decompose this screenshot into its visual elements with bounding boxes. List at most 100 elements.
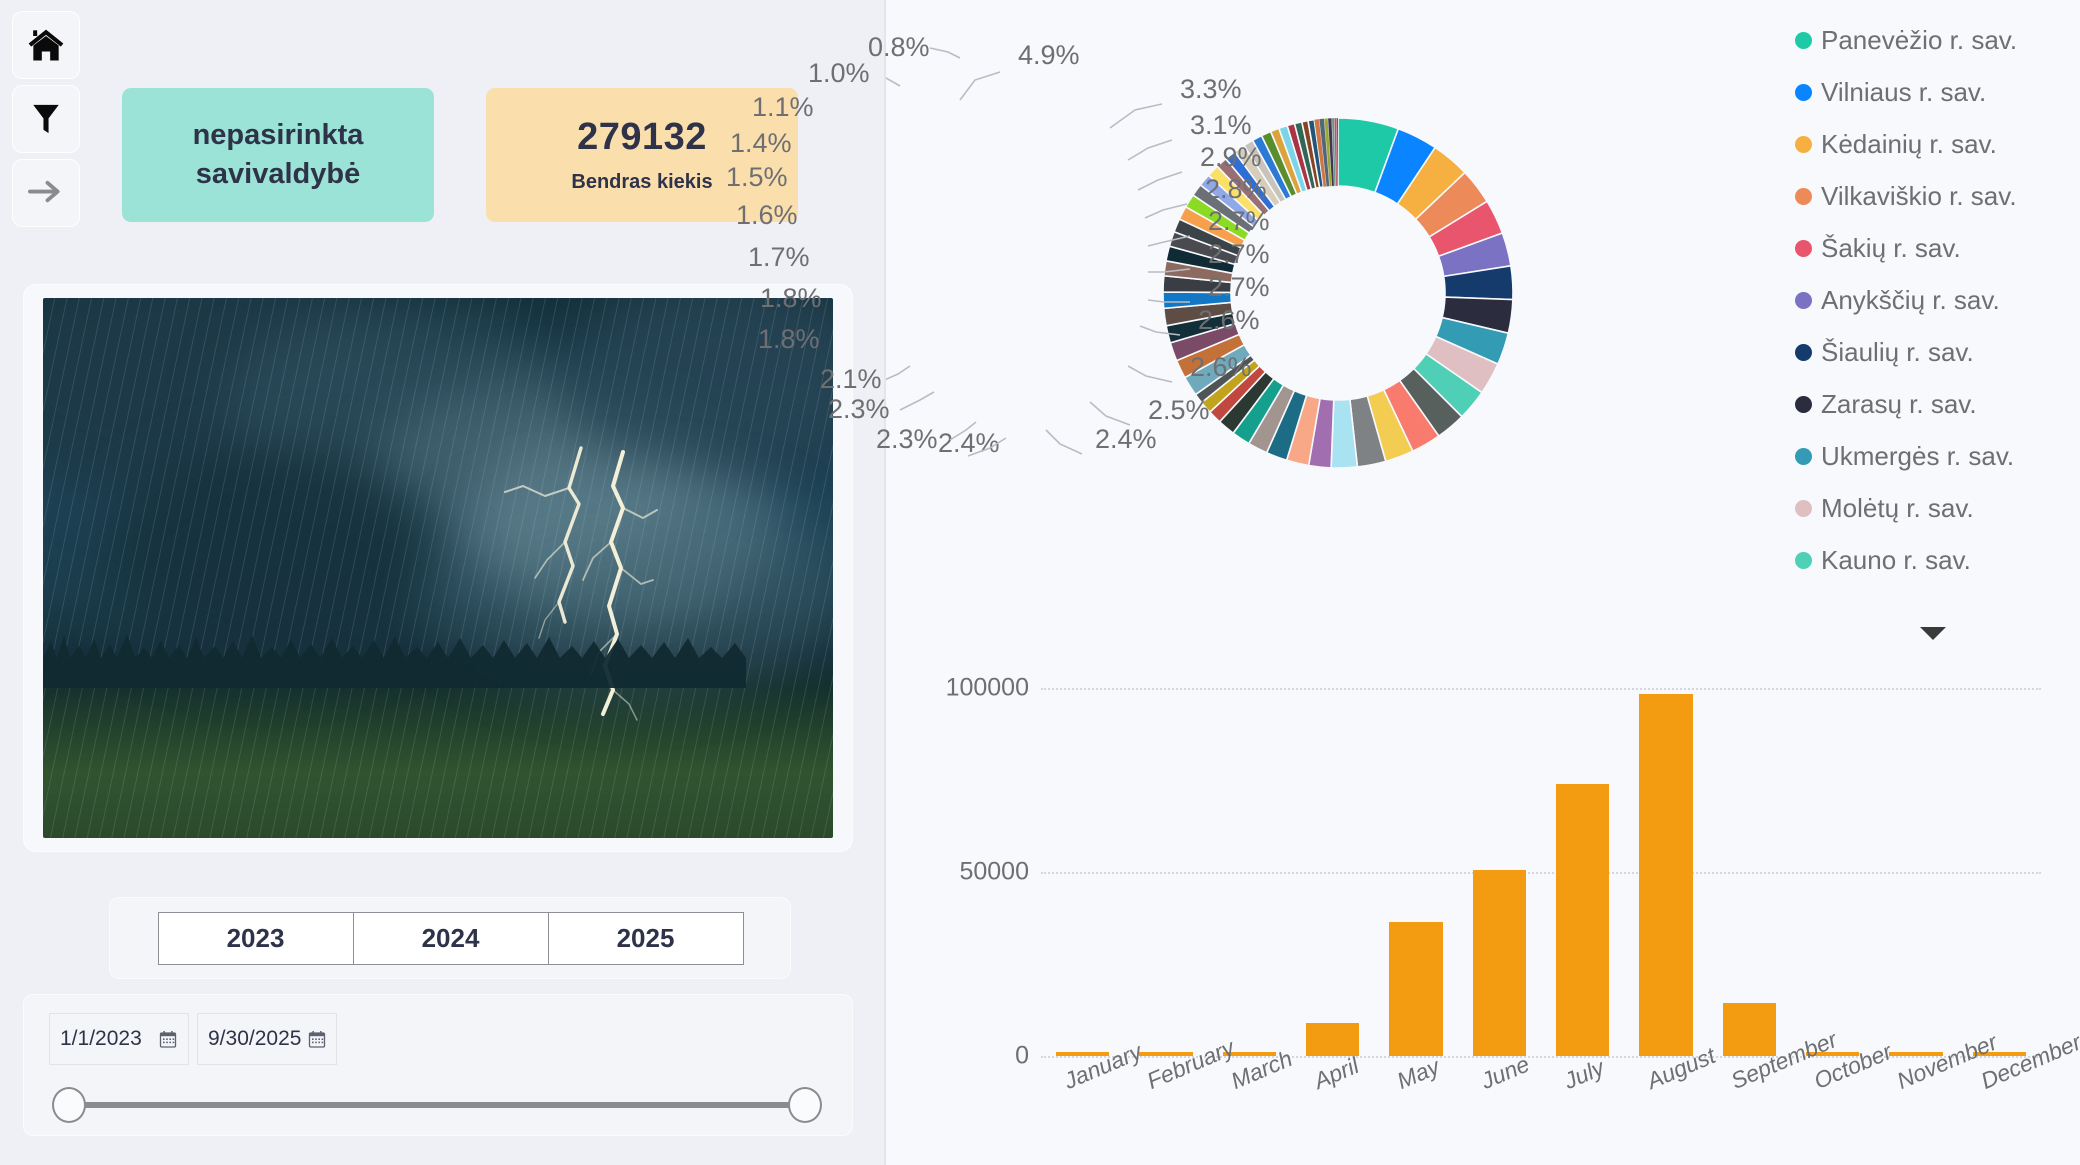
donut-percentage-label: 2.3% bbox=[876, 424, 938, 454]
date-range-slicer: 1/1/2023 bbox=[24, 995, 852, 1135]
bar[interactable] bbox=[1806, 1052, 1860, 1056]
year-button-2023[interactable]: 2023 bbox=[157, 911, 354, 965]
donut-percentage-label: 2.7% bbox=[1208, 206, 1270, 236]
legend-item[interactable]: Kėdainių r. sav. bbox=[1795, 118, 2075, 170]
donut-percentage-label: 2.8% bbox=[1205, 174, 1267, 204]
legend-item[interactable]: Zarasų r. sav. bbox=[1795, 378, 2075, 430]
date-range-slider[interactable] bbox=[52, 1087, 822, 1123]
date-start-field[interactable]: 1/1/2023 bbox=[49, 1013, 189, 1065]
legend-item-label: Panevėžio r. sav. bbox=[1821, 24, 2018, 55]
bar[interactable] bbox=[1472, 870, 1526, 1056]
sidebar-item-filter[interactable] bbox=[13, 86, 79, 152]
donut-percentage-label: 1.7% bbox=[748, 242, 810, 272]
legend-item-label: Kauno r. sav. bbox=[1821, 544, 1971, 575]
slider-track bbox=[74, 1102, 800, 1108]
legend-item[interactable]: Šiaulių r. sav. bbox=[1795, 326, 2075, 378]
bar[interactable] bbox=[1972, 1052, 2026, 1056]
legend-item[interactable]: Ukmergės r. sav. bbox=[1795, 430, 2075, 482]
legend-color-dot bbox=[1795, 499, 1812, 517]
donut-percentage-label: 2.4% bbox=[938, 428, 1000, 458]
chevron-down-icon[interactable] bbox=[1920, 627, 1946, 640]
y-axis-tick-label: 50000 bbox=[959, 857, 1029, 886]
donut-percentage-label: 2.9% bbox=[1200, 142, 1262, 172]
donut-legend: Panevėžio r. sav. Vilniaus r. sav. Kėdaini… bbox=[1795, 14, 2075, 586]
y-axis-tick-label: 0 bbox=[1015, 1041, 1029, 1070]
bar-chart-gridline bbox=[1041, 872, 2041, 874]
legend-item[interactable]: Šakių r. sav. bbox=[1795, 222, 2075, 274]
legend-color-dot bbox=[1795, 291, 1812, 309]
kpi-total-label: Bendras kiekis bbox=[571, 171, 713, 193]
date-start-value: 1/1/2023 bbox=[60, 1027, 142, 1050]
rain-overlay bbox=[43, 298, 833, 838]
legend-color-dot bbox=[1795, 239, 1812, 257]
legend-item[interactable]: Vilniaus r. sav. bbox=[1795, 66, 2075, 118]
bar[interactable] bbox=[1389, 921, 1443, 1056]
donut-percentage-label: 0.8% bbox=[868, 32, 930, 62]
donut-percentage-label: 3.1% bbox=[1190, 110, 1252, 140]
legend-item[interactable]: Panevėžio r. sav. bbox=[1795, 14, 2075, 66]
legend-item[interactable]: Kauno r. sav. bbox=[1795, 534, 2075, 586]
bar[interactable] bbox=[1139, 1052, 1193, 1056]
donut-percentage-label: 1.5% bbox=[726, 162, 788, 192]
calendar-icon[interactable] bbox=[158, 1029, 178, 1049]
legend-color-dot bbox=[1795, 187, 1812, 205]
donut-slice[interactable] bbox=[1336, 117, 1339, 187]
bar[interactable] bbox=[1056, 1052, 1110, 1056]
legend-item-label: Vilkaviškio r. sav. bbox=[1821, 180, 2017, 211]
donut-percentage-label: 2.3% bbox=[828, 394, 890, 424]
bar[interactable] bbox=[1639, 693, 1693, 1056]
donut-percentage-label: 2.5% bbox=[1148, 395, 1210, 425]
sidebar-item-forward[interactable] bbox=[13, 160, 79, 226]
sidebar bbox=[13, 12, 81, 234]
donut-percentage-label: 4.9% bbox=[1018, 40, 1080, 70]
bar[interactable] bbox=[1889, 1052, 1943, 1056]
legend-item-label: Šiaulių r. sav. bbox=[1821, 336, 1974, 367]
legend-item[interactable]: Anykščių r. sav. bbox=[1795, 274, 2075, 326]
bar[interactable] bbox=[1306, 1022, 1360, 1056]
bar[interactable] bbox=[1556, 783, 1610, 1056]
kpi-card-region[interactable]: nepasirinkta savivaldybė bbox=[122, 88, 434, 222]
donut-percentage-label: 1.8% bbox=[760, 283, 822, 313]
donut-percentage-label: 3.3% bbox=[1180, 74, 1242, 104]
calendar-icon[interactable] bbox=[307, 1029, 327, 1049]
donut-percentage-label: 2.7% bbox=[1208, 272, 1270, 302]
left-panel: nepasirinkta savivaldybė 279132 Bendras … bbox=[0, 0, 886, 1165]
y-axis-tick-label: 100000 bbox=[945, 673, 1029, 702]
year-button-group: 2023 2024 2025 bbox=[110, 898, 790, 978]
legend-item-label: Vilniaus r. sav. bbox=[1821, 76, 1987, 107]
donut-percentage-label: 2.1% bbox=[820, 364, 882, 394]
donut-percentage-label: 1.1% bbox=[752, 92, 814, 122]
legend-item-label: Šakių r. sav. bbox=[1821, 232, 1961, 263]
x-axis-tick-label: May bbox=[1393, 1053, 1444, 1094]
slider-handle-start[interactable] bbox=[52, 1087, 86, 1123]
legend-item-label: Ukmergės r. sav. bbox=[1821, 440, 2015, 471]
kpi-total-value: 279132 bbox=[577, 116, 707, 158]
legend-item-label: Kėdainių r. sav. bbox=[1821, 128, 1997, 159]
legend-color-dot bbox=[1795, 31, 1812, 49]
monthly-bar-chart[interactable]: 0 50000 100000 January February March April May… bbox=[886, 660, 2080, 1165]
bar[interactable] bbox=[1722, 1002, 1776, 1056]
donut-percentage-label: 2.6% bbox=[1190, 352, 1252, 382]
date-end-field[interactable]: 9/30/2025 bbox=[197, 1013, 337, 1065]
legend-color-dot bbox=[1795, 447, 1812, 465]
date-inputs: 1/1/2023 bbox=[49, 1013, 337, 1065]
donut-percentage-label: 2.7% bbox=[1208, 239, 1270, 269]
bar[interactable] bbox=[1222, 1052, 1276, 1056]
sidebar-item-home[interactable] bbox=[13, 12, 79, 78]
legend-item[interactable]: Molėtų r. sav. bbox=[1795, 482, 2075, 534]
arrow-right-icon bbox=[27, 176, 65, 210]
donut-percentage-label: 2.6% bbox=[1198, 305, 1260, 335]
donut-chart-svg[interactable] bbox=[886, 0, 1786, 650]
slider-handle-end[interactable] bbox=[788, 1087, 822, 1123]
donut-chart[interactable]: 4.9% 3.3% 3.1% 2.9% 2.8% 2.7% 2.7% 2.7% 2.6% 2.6%… bbox=[726, 0, 1786, 650]
date-end-value: 9/30/2025 bbox=[208, 1027, 302, 1050]
year-button-2024[interactable]: 2024 bbox=[352, 911, 549, 965]
bar-plot-area bbox=[1041, 688, 2041, 1058]
legend-color-dot bbox=[1795, 135, 1812, 153]
legend-item[interactable]: Vilkaviškio r. sav. bbox=[1795, 170, 2075, 222]
bar-chart-gridline bbox=[1041, 1056, 2041, 1058]
kpi-card-total[interactable]: 279132 Bendras kiekis bbox=[486, 88, 798, 222]
bar-chart-gridline bbox=[1041, 688, 2041, 690]
year-button-2025[interactable]: 2025 bbox=[547, 911, 744, 965]
